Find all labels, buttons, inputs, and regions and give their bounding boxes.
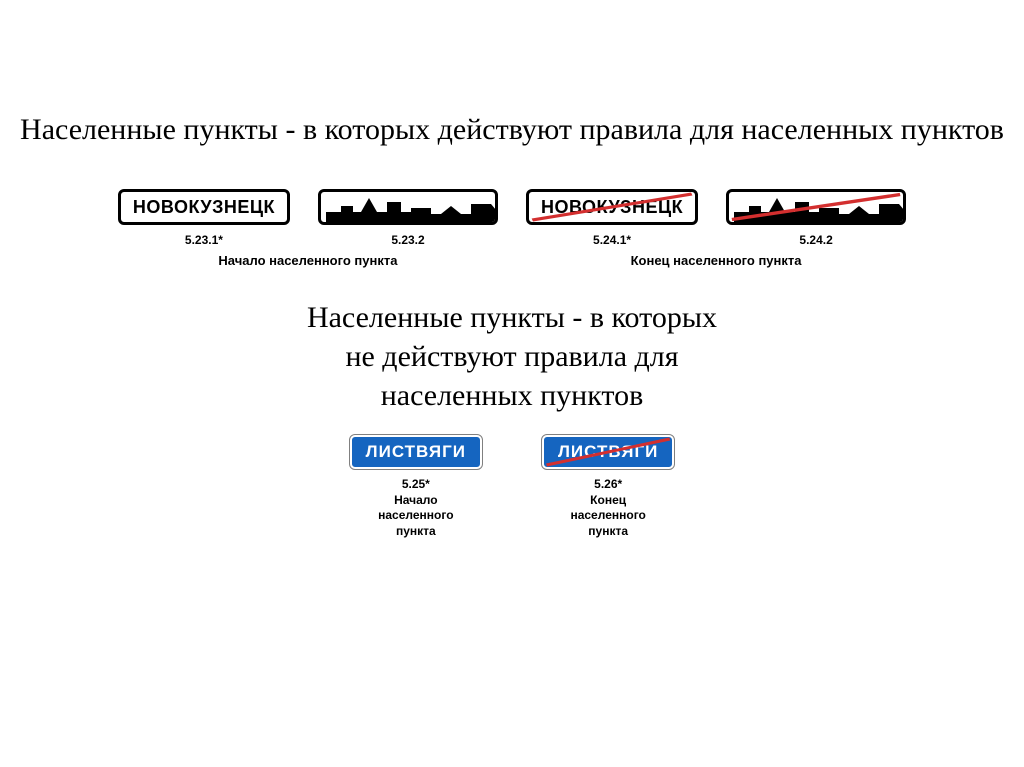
sign-text: НОВОКУЗНЕЦК [541,197,683,218]
caption-line: Начало [378,493,453,509]
caption-line: пункта [378,524,453,540]
sign-5-24-1: НОВОКУЗНЕЦК 5.24.1* [526,189,698,247]
sign-text: НОВОКУЗНЕЦК [133,197,275,218]
sign-5-23-2: 5.23.2 [318,189,498,247]
sign-plate-silhouette [726,189,906,225]
heading-1: Населенные пункты - в которых действуют … [0,110,1024,149]
sign-plate-silhouette [318,189,498,225]
sign-5-25: ЛИСТВЯГИ 5.25* Начало населенного пункта [350,435,482,539]
caption-line: населенного [570,508,645,524]
white-signs-row: НОВОКУЗНЕЦК 5.23.1* 5.23.2 Начало населе… [0,189,1024,268]
sign-text: ЛИСТВЯГИ [366,442,466,462]
sign-plate: НОВОКУЗНЕЦК [118,189,290,225]
heading-2: Населенные пункты - в которых не действу… [297,298,727,415]
sign-caption: 5.26* Конец населенного пункта [570,477,645,539]
sign-code: 5.23.1* [185,233,223,247]
sign-caption: 5.25* Начало населенного пункта [378,477,453,539]
caption-line: Конец [570,493,645,509]
city-silhouette-icon [729,192,906,225]
sign-code: 5.25* [378,477,453,493]
caption-line: пункта [570,524,645,540]
group-caption-end: Конец населенного пункта [631,253,802,268]
sign-code: 5.23.2 [391,233,424,247]
caption-line: населенного [378,508,453,524]
sign-5-23-1: НОВОКУЗНЕЦК 5.23.1* [118,189,290,247]
city-silhouette-icon [321,192,498,225]
group-caption-start: Начало населенного пункта [218,253,397,268]
group-start: НОВОКУЗНЕЦК 5.23.1* 5.23.2 Начало населе… [118,189,498,268]
group-end: НОВОКУЗНЕЦК 5.24.1* 5.24.2 [526,189,906,268]
sign-5-24-2: 5.24.2 [726,189,906,247]
sign-plate: НОВОКУЗНЕЦК [526,189,698,225]
sign-code: 5.24.2 [799,233,832,247]
sign-plate-blue: ЛИСТВЯГИ [542,435,674,469]
sign-text: ЛИСТВЯГИ [558,442,658,462]
blue-signs-row: ЛИСТВЯГИ 5.25* Начало населенного пункта… [0,435,1024,539]
sign-5-26: ЛИСТВЯГИ 5.26* Конец населенного пункта [542,435,674,539]
sign-code: 5.26* [570,477,645,493]
sign-plate-blue: ЛИСТВЯГИ [350,435,482,469]
sign-code: 5.24.1* [593,233,631,247]
